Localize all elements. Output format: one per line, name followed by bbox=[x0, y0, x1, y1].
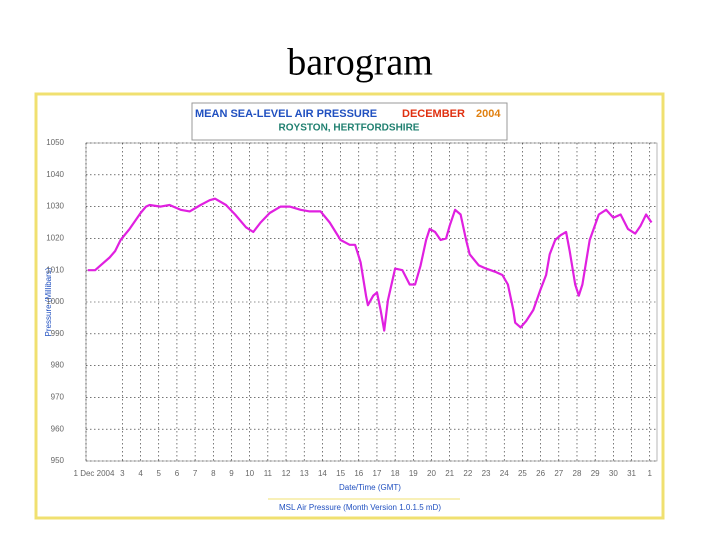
chart-title: MEAN SEA-LEVEL AIR PRESSURE bbox=[195, 108, 377, 120]
x-tick-label: 21 bbox=[445, 469, 454, 478]
x-tick-label: 28 bbox=[573, 469, 582, 478]
x-tick-label: 26 bbox=[536, 469, 545, 478]
x-tick-label: 10 bbox=[245, 469, 254, 478]
y-tick-label: 990 bbox=[51, 329, 65, 338]
x-tick-label: 24 bbox=[500, 469, 509, 478]
x-tick-label: 30 bbox=[609, 469, 618, 478]
plot: 9509609709809901000101010201030104010501… bbox=[46, 138, 658, 478]
x-tick-label: 23 bbox=[482, 469, 491, 478]
y-tick-label: 1040 bbox=[46, 170, 64, 179]
y-tick-label: 960 bbox=[51, 424, 65, 433]
pressure-line bbox=[87, 197, 653, 332]
y-tick-label: 970 bbox=[51, 393, 65, 402]
x-tick-label: 13 bbox=[300, 469, 309, 478]
chart-title-year: 2004 bbox=[476, 108, 501, 120]
x-tick-label: 6 bbox=[175, 469, 180, 478]
x-tick-label: 14 bbox=[318, 469, 327, 478]
x-tick-label: 12 bbox=[282, 469, 291, 478]
x-tick-label: 16 bbox=[354, 469, 363, 478]
x-tick-label: 7 bbox=[193, 469, 198, 478]
y-tick-label: 1050 bbox=[46, 138, 64, 147]
chart-title-month: DECEMBER bbox=[402, 108, 465, 120]
x-tick-label: 4 bbox=[138, 469, 143, 478]
x-tick-label: 31 bbox=[627, 469, 636, 478]
x-tick-label: 1 bbox=[647, 469, 652, 478]
x-tick-label: 3 bbox=[120, 469, 125, 478]
x-tick-label: 11 bbox=[264, 469, 273, 478]
y-tick-label: 950 bbox=[51, 456, 65, 465]
y-tick-label: 1020 bbox=[46, 234, 64, 243]
x-tick-label: 18 bbox=[391, 469, 400, 478]
x-tick-label: 20 bbox=[427, 469, 436, 478]
y-axis-label: Pressure (Millibars) bbox=[44, 267, 53, 336]
x-tick-label: 25 bbox=[518, 469, 527, 478]
x-tick-label: 1 Dec 2004 bbox=[74, 469, 115, 478]
title-box bbox=[191, 102, 508, 141]
x-tick-label: 29 bbox=[591, 469, 600, 478]
y-tick-label: 980 bbox=[51, 361, 65, 370]
y-tick-label: 1000 bbox=[46, 297, 64, 306]
slide-title: barogram bbox=[287, 42, 433, 84]
x-axis-label: Date/Time (GMT) bbox=[339, 483, 401, 492]
y-tick-label: 1030 bbox=[46, 202, 64, 211]
x-tick-label: 8 bbox=[211, 469, 216, 478]
chart-subtitle: ROYSTON, HERTFORDSHIRE bbox=[279, 123, 420, 134]
x-tick-label: 15 bbox=[336, 469, 345, 478]
x-tick-label: 27 bbox=[554, 469, 563, 478]
x-tick-label: 22 bbox=[463, 469, 472, 478]
y-tick-label: 1010 bbox=[46, 265, 64, 274]
x-tick-label: 19 bbox=[409, 469, 418, 478]
footer: MSL Air Pressure (Month Version 1.0.1.5 … bbox=[279, 503, 441, 512]
x-tick-label: 17 bbox=[373, 469, 382, 478]
x-tick-label: 5 bbox=[157, 469, 162, 478]
x-tick-label: 9 bbox=[229, 469, 234, 478]
